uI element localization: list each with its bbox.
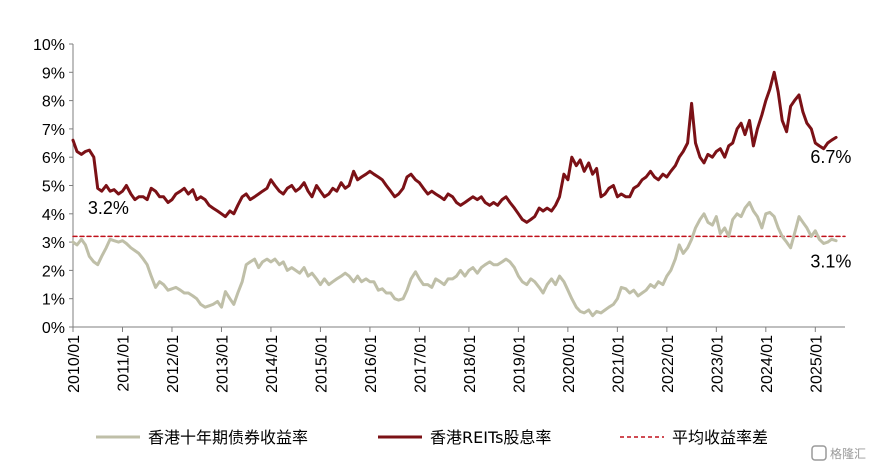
data-annotation: 3.2% [88, 198, 129, 218]
annotations: 3.2% 6.7% 3.1% [88, 147, 852, 272]
y-tick-label: 8% [42, 94, 65, 111]
axes [69, 43, 845, 332]
x-tick-label: 2024/01 [759, 335, 776, 393]
watermark-logo-icon [811, 445, 827, 461]
x-tick-label: 2023/01 [709, 335, 726, 393]
watermark-text: 格隆汇 [830, 446, 866, 461]
x-tick-label: 2013/01 [214, 335, 231, 393]
legend-label: 香港十年期债券收益率 [148, 428, 308, 447]
y-tick-label: 6% [42, 150, 65, 167]
x-tick-label: 2025/01 [808, 335, 825, 393]
x-tick-label: 2015/01 [313, 335, 330, 393]
x-tick-label: 2021/01 [610, 335, 627, 393]
data-annotation: 3.1% [810, 252, 851, 272]
x-tick-label: 2019/01 [511, 335, 528, 393]
y-tick-label: 3% [42, 235, 65, 252]
legend-label: 香港REITs股息率 [430, 428, 551, 447]
y-tick-label: 1% [42, 292, 65, 309]
x-tick-label: 2020/01 [561, 335, 578, 393]
y-tick-label: 7% [42, 122, 65, 139]
y-tick-label: 4% [42, 207, 65, 224]
series-line [71, 70, 838, 224]
x-tick-label: 2010/01 [66, 335, 83, 393]
x-tick-label: 2017/01 [412, 335, 429, 393]
x-tick-label: 2016/01 [363, 335, 380, 393]
y-tick-label: 5% [42, 179, 65, 196]
series-layer [71, 70, 846, 318]
series-line [71, 201, 838, 318]
y-tick-label: 10% [33, 37, 65, 54]
y-tick-label: 0% [42, 320, 65, 337]
y-axis-labels: 0% 1% 2% 3% 4% 5% 6% 7% 8% 9% 10% [33, 37, 65, 337]
x-tick-label: 2022/01 [660, 335, 677, 393]
data-annotation: 6.7% [810, 147, 851, 167]
y-tick-label: 2% [42, 263, 65, 280]
legend-label: 平均收益率差 [672, 428, 768, 447]
x-tick-label: 2011/01 [115, 335, 132, 392]
legend: 香港十年期债券收益率 香港REITs股息率 平均收益率差 [96, 428, 768, 447]
x-tick-label: 2018/01 [462, 335, 479, 393]
x-axis-labels: 2010/01 2011/01 2012/01 2013/01 2014/01 2015/… [66, 335, 825, 393]
x-tick-label: 2014/01 [264, 335, 281, 393]
x-tick-label: 2012/01 [165, 335, 182, 393]
y-tick-label: 9% [42, 65, 65, 82]
watermark: 格隆汇 [811, 445, 866, 461]
